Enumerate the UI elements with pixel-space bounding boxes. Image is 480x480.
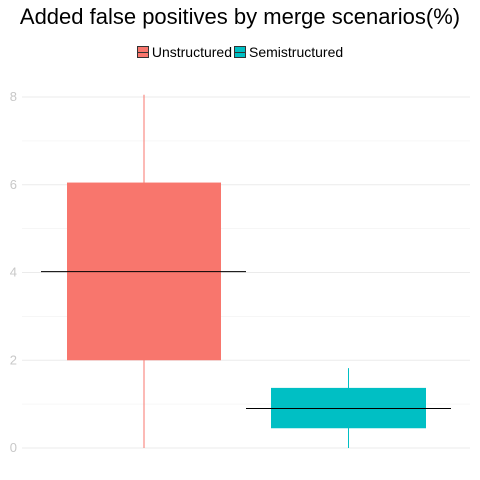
y-tick-label: 2	[10, 352, 17, 367]
legend-item-semistructured: Semistructured	[234, 44, 343, 60]
legend: Unstructured Semistructured	[0, 44, 480, 60]
y-tick-label: 4	[10, 265, 17, 280]
y-tick-label: 6	[10, 177, 17, 192]
y-tick-label: 8	[10, 89, 17, 104]
y-tick-label: 0	[10, 440, 17, 455]
legend-label-semistructured: Semistructured	[249, 44, 344, 60]
legend-label-unstructured: Unstructured	[151, 44, 232, 60]
chart-title: Added false positives by merge scenarios…	[19, 4, 461, 29]
legend-key-unstructured	[136, 46, 149, 58]
legend-item-unstructured: Unstructured	[136, 44, 232, 60]
legend-key-semistructured	[234, 46, 246, 58]
